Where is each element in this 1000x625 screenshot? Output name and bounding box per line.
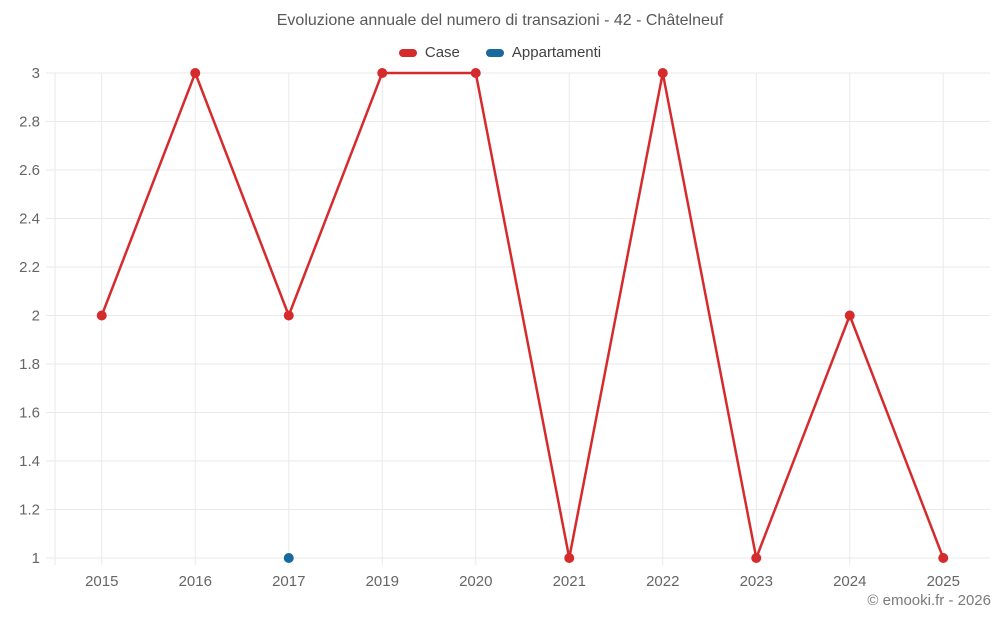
svg-text:2.6: 2.6	[19, 162, 40, 179]
svg-text:1.6: 1.6	[19, 405, 40, 422]
svg-text:2.8: 2.8	[19, 114, 40, 131]
case-legend-swatch	[398, 48, 417, 57]
svg-text:2025: 2025	[927, 573, 960, 590]
appartamenti-legend-swatch	[485, 48, 504, 57]
svg-text:2022: 2022	[646, 573, 679, 590]
appartamenti-legend-label: Appartamenti	[511, 44, 602, 61]
svg-text:2.4: 2.4	[19, 211, 40, 228]
watermark: © emooki.fr - 2026	[867, 592, 991, 609]
svg-text:2024: 2024	[833, 573, 866, 590]
svg-text:2: 2	[32, 308, 40, 325]
case-legend-label: Case	[424, 44, 460, 61]
svg-text:2.2: 2.2	[19, 259, 40, 276]
svg-text:1.2: 1.2	[19, 502, 40, 519]
svg-text:2019: 2019	[366, 573, 399, 590]
svg-text:2021: 2021	[553, 573, 586, 590]
legend-item-case[interactable]: Case	[398, 44, 460, 61]
svg-text:2017: 2017	[272, 573, 305, 590]
svg-text:1.4: 1.4	[19, 453, 40, 470]
legend: Case Appartamenti	[0, 44, 1000, 61]
svg-text:2023: 2023	[740, 573, 773, 590]
svg-text:2020: 2020	[459, 573, 492, 590]
svg-text:1: 1	[32, 550, 40, 567]
legend-item-appartamenti[interactable]: Appartamenti	[485, 44, 602, 61]
chart-title: Evoluzione annuale del numero di transaz…	[276, 12, 724, 29]
svg-text:1.8: 1.8	[19, 356, 40, 373]
svg-text:2015: 2015	[85, 573, 118, 590]
svg-text:3: 3	[32, 65, 40, 82]
svg-text:2016: 2016	[179, 573, 212, 590]
